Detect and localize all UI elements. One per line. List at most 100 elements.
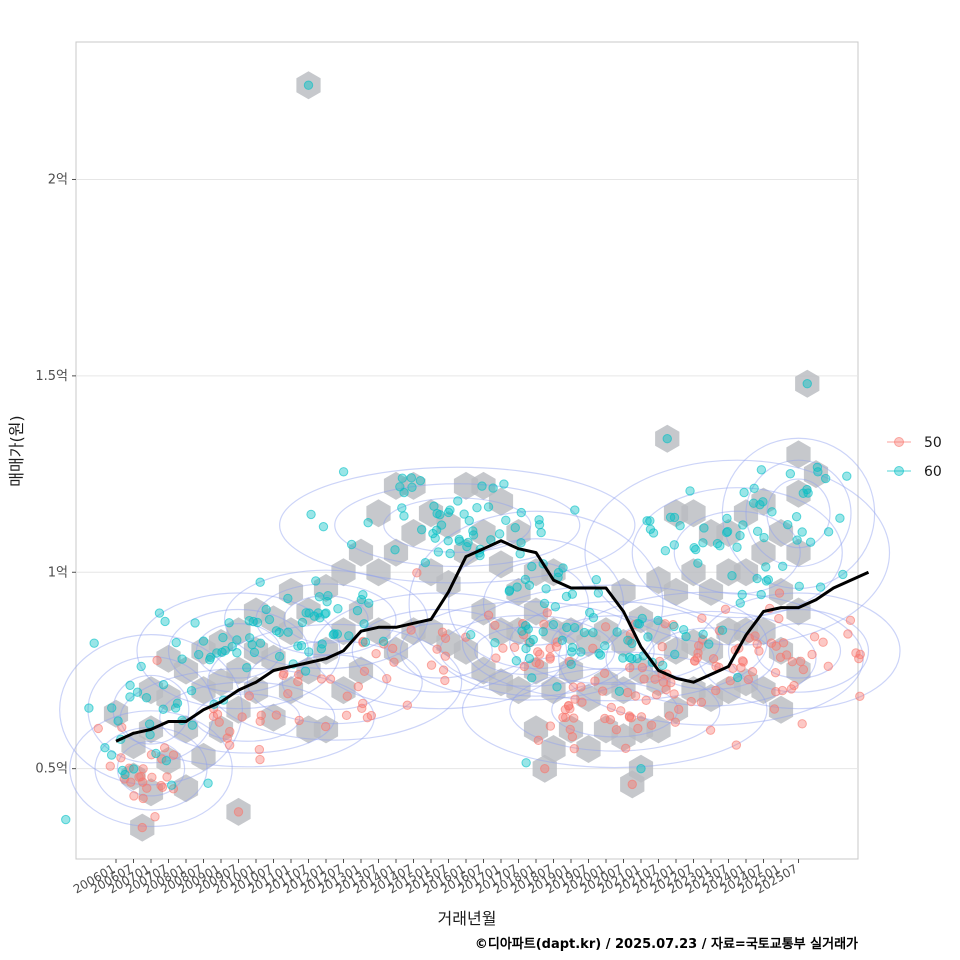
data-point bbox=[420, 558, 431, 568]
data-point bbox=[512, 582, 522, 592]
legend-label: 60 bbox=[924, 464, 942, 480]
data-point bbox=[693, 640, 704, 651]
panel-background bbox=[75, 41, 859, 860]
data-point bbox=[61, 814, 71, 825]
data-point bbox=[600, 713, 610, 724]
data-point bbox=[794, 581, 804, 591]
data-point bbox=[843, 629, 853, 639]
data-point bbox=[293, 676, 303, 687]
hex-bin bbox=[663, 577, 689, 606]
data-point bbox=[244, 633, 255, 643]
data-point bbox=[533, 647, 543, 657]
data-point bbox=[113, 716, 123, 726]
data-point bbox=[761, 562, 771, 572]
hex-bin bbox=[523, 656, 549, 685]
y-tick-label: 0.5억 bbox=[35, 762, 68, 777]
hex-bin bbox=[663, 695, 689, 724]
hex-bin bbox=[523, 597, 549, 626]
hex-bin bbox=[768, 695, 794, 724]
data-point bbox=[116, 753, 126, 763]
data-point bbox=[591, 574, 602, 585]
data-point bbox=[803, 488, 813, 498]
data-point bbox=[152, 655, 162, 666]
data-point bbox=[323, 590, 333, 601]
data-point bbox=[477, 481, 487, 491]
data-point bbox=[569, 743, 580, 754]
data-point bbox=[756, 465, 767, 475]
data-point bbox=[770, 667, 781, 678]
caption: ©디아파트(dapt.kr) / 2025.07.23 / 자료=국토교통부 실… bbox=[474, 937, 858, 952]
data-point bbox=[557, 635, 568, 646]
density-contour bbox=[584, 459, 891, 646]
hex-bin bbox=[121, 731, 146, 760]
data-point bbox=[255, 754, 265, 765]
data-point bbox=[787, 657, 798, 667]
data-point bbox=[641, 695, 651, 706]
data-point bbox=[134, 772, 144, 782]
data-point bbox=[650, 674, 660, 684]
data-point bbox=[438, 665, 449, 675]
density-contour bbox=[207, 623, 463, 741]
data-point bbox=[154, 608, 165, 618]
data-point bbox=[605, 714, 616, 725]
data-point bbox=[693, 648, 703, 658]
hex-bin bbox=[348, 656, 374, 685]
data-point bbox=[697, 613, 707, 623]
data-point bbox=[516, 538, 526, 548]
data-point bbox=[777, 561, 788, 572]
data-point bbox=[588, 612, 599, 623]
data-point bbox=[782, 519, 793, 530]
data-point bbox=[636, 712, 647, 722]
data-point bbox=[459, 509, 469, 519]
data-point bbox=[490, 620, 500, 630]
data-point bbox=[203, 778, 213, 788]
hex-bin bbox=[681, 499, 706, 528]
x-axis-title: 거래년월 bbox=[438, 909, 497, 928]
hex-bin bbox=[366, 499, 391, 528]
data-point bbox=[552, 637, 562, 647]
data-point bbox=[511, 655, 522, 666]
density-contour bbox=[447, 538, 625, 670]
data-point bbox=[805, 537, 816, 547]
data-point bbox=[360, 637, 371, 647]
data-point bbox=[561, 591, 572, 602]
hex-bin bbox=[532, 754, 557, 783]
data-point bbox=[621, 743, 631, 754]
data-point bbox=[488, 483, 498, 493]
data-point bbox=[332, 629, 343, 639]
hex-bin bbox=[226, 695, 251, 724]
data-point bbox=[306, 509, 316, 520]
density-contour bbox=[167, 608, 310, 693]
data-point bbox=[125, 680, 135, 691]
hex-bin bbox=[261, 703, 286, 732]
data-point bbox=[616, 706, 626, 716]
hex-bin bbox=[751, 617, 776, 646]
hex-bin bbox=[243, 676, 269, 705]
data-point bbox=[705, 725, 716, 735]
data-point bbox=[170, 703, 181, 713]
data-point bbox=[562, 622, 572, 633]
data-point bbox=[397, 473, 408, 483]
data-point bbox=[136, 661, 146, 672]
data-point bbox=[534, 515, 544, 525]
data-point bbox=[283, 627, 293, 637]
data-point bbox=[89, 638, 99, 648]
hex-bin bbox=[611, 577, 636, 606]
density-contour bbox=[94, 726, 208, 811]
density-contour bbox=[727, 608, 870, 693]
data-point bbox=[664, 711, 675, 721]
hex-bin bbox=[453, 636, 479, 665]
data-point bbox=[818, 637, 828, 647]
data-point bbox=[769, 704, 780, 714]
data-point bbox=[624, 652, 635, 663]
hex-bin bbox=[576, 735, 601, 763]
data-point bbox=[743, 674, 754, 685]
data-point bbox=[594, 648, 604, 659]
y-tick-label: 2억 bbox=[48, 172, 68, 187]
data-point bbox=[296, 640, 307, 651]
hex-bin bbox=[366, 617, 391, 646]
data-point bbox=[569, 713, 579, 723]
density-contour bbox=[439, 614, 616, 687]
data-point bbox=[445, 548, 455, 559]
density-contour bbox=[112, 674, 190, 745]
